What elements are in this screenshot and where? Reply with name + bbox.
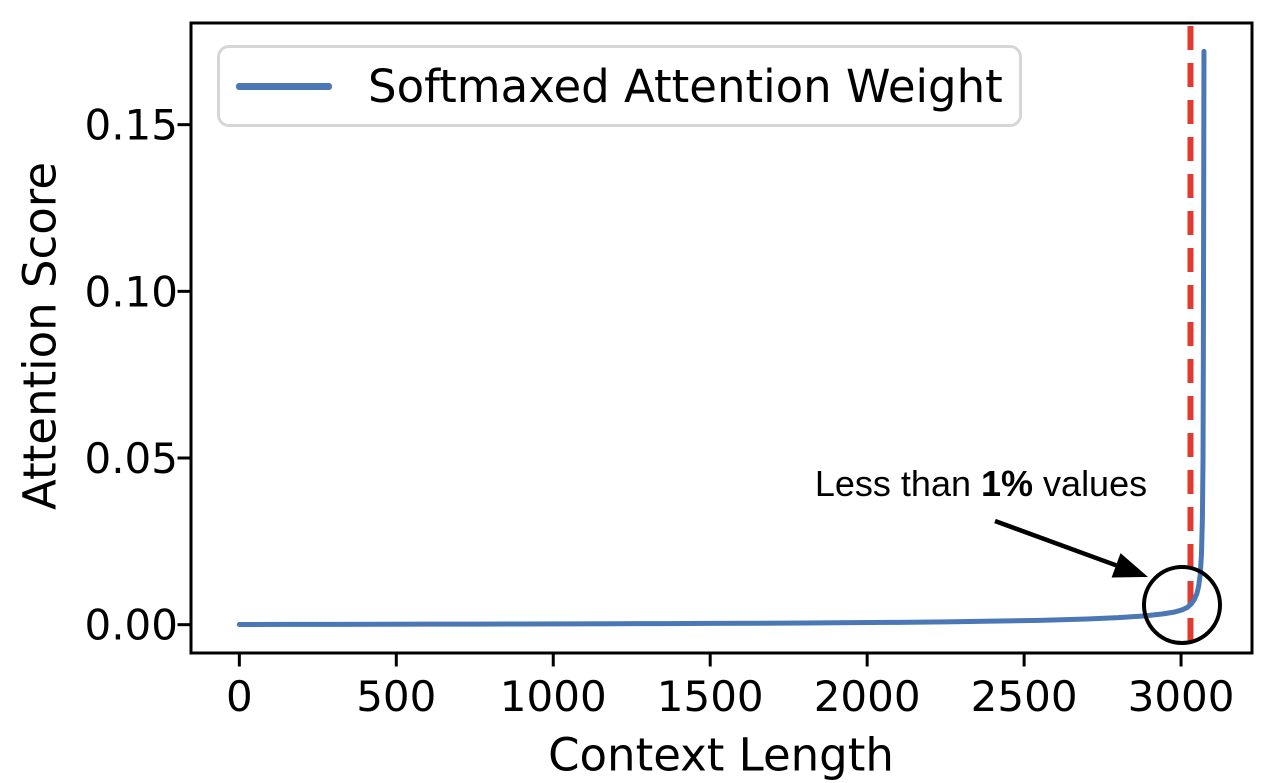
plot-border: [189, 21, 1254, 655]
y-tick-label: 0.15: [84, 101, 178, 150]
annotation-callout: Less than 1% values: [815, 463, 1147, 505]
x-tick-label: 3000: [1128, 672, 1235, 721]
y-tick-label: 0.05: [84, 434, 178, 483]
annotation-text-suffix: values: [1033, 463, 1148, 504]
x-axis-label: Context Length: [548, 728, 894, 782]
annotation-arrow-line: [994, 518, 1117, 568]
x-tick-label: 500: [356, 672, 436, 721]
highlight-circle: [1142, 565, 1222, 645]
series-line: [236, 48, 1207, 628]
legend-box: Softmaxed Attention Weight: [217, 45, 1022, 127]
y-axis-label: Attention Score: [13, 161, 67, 511]
x-tick-label: 0: [226, 672, 253, 721]
y-tick-label: 0.10: [84, 267, 178, 316]
x-tick-label: 2000: [814, 672, 921, 721]
legend-line-swatch: [236, 82, 332, 90]
annotation-text-prefix: Less than: [814, 463, 982, 504]
y-tick-label: 0.00: [84, 601, 178, 650]
annotation-arrow-head: [1111, 553, 1148, 578]
x-tick-label: 1500: [657, 672, 764, 721]
x-tick-label: 2500: [971, 672, 1078, 721]
annotation-text-bold: 1%: [981, 463, 1034, 504]
legend-series-label: Softmaxed Attention Weight: [368, 59, 1003, 113]
x-tick-label: 1000: [500, 672, 607, 721]
